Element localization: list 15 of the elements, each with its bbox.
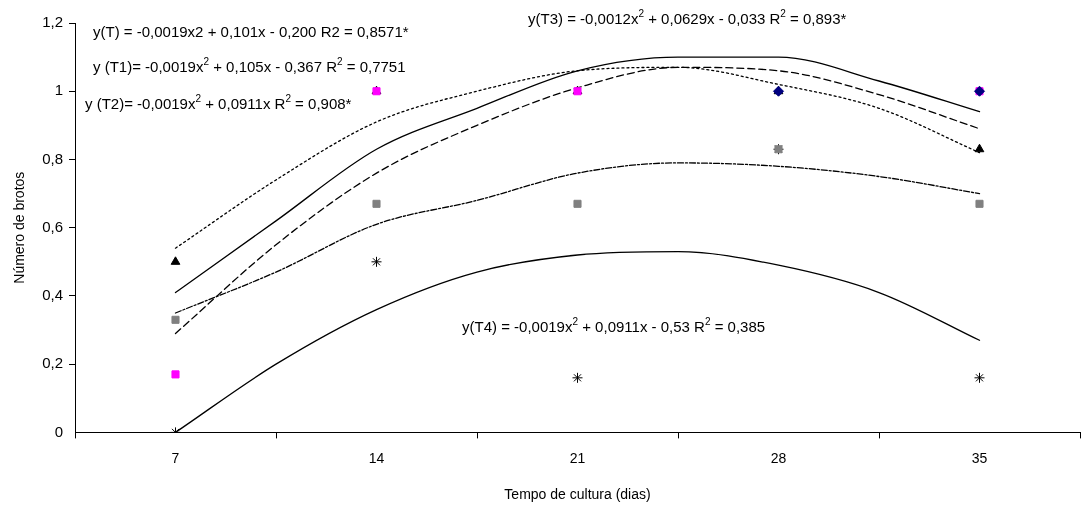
y-tick-label: 1 [54, 81, 63, 99]
x-axis-title: Tempo de cultura (dias) [504, 486, 651, 503]
annotation: y(T) = -0,0019x2 + 0,101x - 0,200 R2 = 0,8571* [93, 23, 409, 41]
x-tick-label: 35 [971, 449, 988, 466]
y-tick-label: 0,6 [42, 217, 63, 235]
x-tick-label: 28 [770, 449, 787, 466]
y-axis-title: Número de brotos [11, 171, 28, 284]
x-tick-label: 7 [171, 449, 180, 466]
y-tick-label: 0 [54, 422, 63, 440]
y-tick-label: 0,4 [42, 286, 63, 304]
y-tick-label: 0,2 [42, 354, 63, 372]
x-tick-label: 14 [368, 449, 385, 466]
y-tick-label: 0,8 [42, 149, 63, 167]
x-tick-label: 21 [569, 449, 586, 466]
y-tick-label: 1,2 [42, 13, 63, 31]
